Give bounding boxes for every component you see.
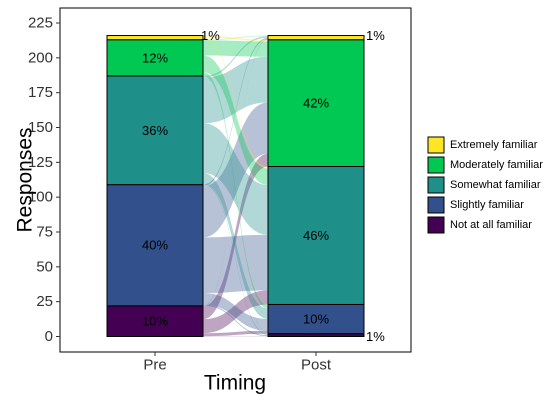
flows-layer [203,35,268,337]
flow-moderately-familiar-to-somewhat-familiar [203,55,268,186]
bar-segment-pre-not-at-all-familiar [106,305,204,338]
flow-moderately-familiar-to-not-at-all-familiar [203,75,268,335]
x-axis: Pre Post [143,352,332,374]
segment-label-pre-moderately-familiar: 12% [142,50,168,65]
flow-not-at-all-familiar-to-extremely-familiar [203,39,268,307]
bar-segment-post-moderately-familiar [267,39,365,168]
flow-extremely-familiar-to-slightly-familiar [203,39,268,305]
flow-slightly-familiar-to-somewhat-familiar [203,234,268,293]
y-tick-label: 150 [28,119,53,136]
bar-segment-pre-slightly-familiar [106,184,204,307]
y-tick-label: 25 [36,293,53,310]
plot-panel-border [59,7,412,353]
legend-label-moderately-familiar: Moderately familiar [450,159,543,171]
flow-not-at-all-familiar-to-somewhat-familiar [203,290,268,334]
flow-extremely-familiar-to-somewhat-familiar [203,37,268,169]
segment-label-pre-slightly-familiar: 40% [142,238,168,253]
legend: Extremely familiar Moderately familiar Som… [427,136,543,234]
legend-key-moderately-familiar [427,156,445,174]
bar-segment-pre-somewhat-familiar [106,75,204,186]
flow-slightly-familiar-to-not-at-all-familiar [203,304,268,337]
x-tick-label-post: Post [301,357,332,374]
flow-moderately-familiar-to-extremely-familiar [203,35,268,41]
segment-label-post-slightly-familiar: 10% [303,312,329,327]
segment-label-pre-extremely-familiar: 1% [201,28,220,43]
y-tick-label: 200 [28,49,53,66]
segment-labels-layer: 10% 40% 36% 12% 1% 1% 10% 46% 42% 1% [142,28,385,344]
segment-label-post-somewhat-familiar: 46% [303,228,329,243]
legend-key-not-at-all-familiar [427,216,445,234]
flow-not-at-all-familiar-to-moderately-familiar [203,153,268,320]
segment-label-post-moderately-familiar: 42% [303,96,329,111]
flow-moderately-familiar-to-moderately-familiar [203,40,268,57]
y-axis-title: Responses [14,127,37,232]
legend-label-slightly-familiar: Slightly familiar [450,199,524,211]
flow-slightly-familiar-to-extremely-familiar [203,37,268,187]
flow-not-at-all-familiar-to-slightly-familiar [203,330,268,337]
y-tick-label: 100 [28,189,53,206]
legend-key-somewhat-familiar [427,176,445,194]
x-axis-title: Timing [204,372,266,395]
bar-segment-pre-extremely-familiar [106,35,204,41]
legend-key-extremely-familiar [427,136,445,154]
flow-moderately-familiar-to-slightly-familiar [203,72,268,309]
segment-label-pre-not-at-all-familiar: 10% [142,314,168,329]
flow-slightly-familiar-to-moderately-familiar [203,102,268,238]
y-tick-label: 50 [36,258,53,275]
bar-segment-post-extremely-familiar [267,35,365,41]
y-tick-label: 175 [28,84,53,101]
bar-segment-post-slightly-familiar [267,303,365,335]
y-tick-label: 0 [45,328,53,345]
flow-somewhat-familiar-to-extremely-familiar [203,36,268,78]
segment-label-post-extremely-familiar: 1% [366,28,385,43]
segment-label-pre-somewhat-familiar: 36% [142,123,168,138]
flow-slightly-familiar-to-slightly-familiar [203,292,268,331]
flow-somewhat-familiar-to-not-at-all-familiar [203,183,268,336]
legend-label-not-at-all-familiar: Not at all familiar [450,219,532,231]
y-axis: 0 25 50 75 100 125 150 175 200 225 [28,15,60,345]
legend-key-slightly-familiar [427,196,445,214]
bar-segment-post-somewhat-familiar [267,166,365,305]
stacked-bars-layer [106,35,365,338]
flow-somewhat-familiar-to-somewhat-familiar [203,123,268,235]
y-tick-label: 225 [28,15,53,32]
y-tick-label: 125 [28,154,53,171]
y-tick-label: 75 [36,224,53,241]
flow-somewhat-familiar-to-moderately-familiar [203,56,268,124]
legend-label-somewhat-familiar: Somewhat familiar [450,179,541,191]
segment-label-post-not-at-all-familiar: 1% [366,329,385,344]
x-tick-label-pre: Pre [143,357,166,374]
legend-label-extremely-familiar: Extremely familiar [450,139,538,151]
flow-extremely-familiar-to-not-at-all-familiar [203,39,268,334]
flow-somewhat-familiar-to-slightly-familiar [203,173,268,319]
flow-extremely-familiar-to-moderately-familiar [203,35,268,42]
